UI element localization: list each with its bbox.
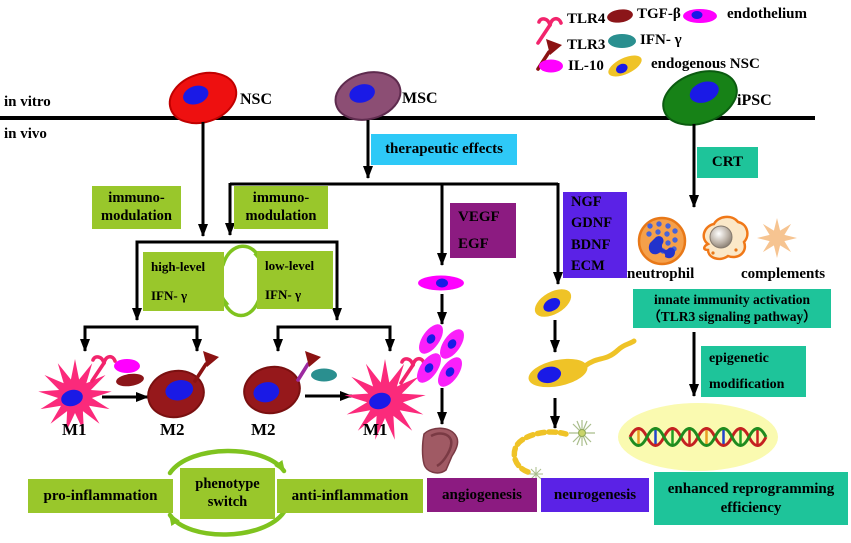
angiogenesis-box: angiogenesis <box>427 478 537 512</box>
m2-left-cell <box>147 369 205 419</box>
ifn-gamma-molecule <box>311 368 337 382</box>
legend-ifn-gamma-label: IFN- γ <box>640 32 682 48</box>
phenotype-cycle-arrow-top <box>167 448 287 476</box>
vegf-egf-box: VEGF EGF <box>450 203 516 258</box>
legend-endothelium-label: endothelium <box>727 6 808 22</box>
complements-label: complements <box>741 266 826 282</box>
split-left-a <box>80 325 141 352</box>
ifn-cycle-arrow-bottom <box>219 294 262 318</box>
tlr3-receptor-m2-left <box>193 349 221 383</box>
epigenetic-modification-box: epigenetic modification <box>701 346 806 397</box>
m1-right-cell <box>344 359 426 440</box>
immuno-modulation-box-2: immuno- modulation <box>234 186 328 229</box>
il10-molecule <box>114 359 140 373</box>
neutrophil-label: neutrophil <box>627 266 695 282</box>
tlr3-receptor-m2-right <box>296 351 321 382</box>
crt-box: CRT <box>697 147 758 178</box>
ifn-bracket-left <box>132 240 202 321</box>
tgf-beta-icon <box>607 9 633 23</box>
ipsc-label: iPSC <box>737 92 772 109</box>
dna-helix <box>618 403 778 471</box>
nsc-cell <box>168 71 238 125</box>
m2-right-cell <box>243 365 301 415</box>
neuron <box>511 420 595 481</box>
ifn-gamma-icon <box>608 34 636 48</box>
m2-right-label: M2 <box>251 420 276 439</box>
complement-cell <box>702 215 749 261</box>
legend-tlr4-label: TLR4 <box>567 11 606 27</box>
endogenous-nsc-cell <box>534 289 572 317</box>
innate-immunity-box: innate immunity activation （TLR3 signali… <box>633 289 831 328</box>
ipsc-cell <box>662 70 738 126</box>
in-vitro-label: in vitro <box>4 94 51 110</box>
high-level-ifn-box: high-level IFN- γ <box>143 252 224 311</box>
msc-label: MSC <box>402 90 438 107</box>
immuno-modulation-box-1: immuno- modulation <box>92 186 181 229</box>
split-right-a <box>273 325 334 352</box>
legend-tgf-beta-label: TGF-β <box>637 6 681 22</box>
m2-left-label: M2 <box>160 420 185 439</box>
neurogenesis-box: neurogenesis <box>541 478 649 512</box>
tgf-beta-molecule <box>116 373 144 387</box>
legend-endogenous-nsc-label: endogenous NSC <box>651 56 760 72</box>
split-left-b <box>141 325 202 352</box>
anti-inflammation-box: anti-inflammation <box>277 479 423 513</box>
flow-arrows <box>80 120 699 429</box>
m1-right-label: M1 <box>363 420 388 439</box>
endothelium-cell <box>418 275 464 291</box>
complement-star-icon <box>757 218 797 258</box>
il10-icon <box>539 59 563 73</box>
m1-left-cell <box>38 359 112 432</box>
neutrophil-cell <box>637 216 687 266</box>
endothelium-icon <box>683 9 717 23</box>
endogenous-nsc-icon <box>608 55 642 77</box>
in-vivo-label: in vivo <box>4 126 47 142</box>
tlr4-icon <box>536 16 563 45</box>
pro-inflammation-box: pro-inflammation <box>28 479 173 513</box>
nsc-label: NSC <box>240 91 273 108</box>
ifn-cycle-arrow-top <box>221 244 263 267</box>
legend-il10-label: IL-10 <box>568 58 604 74</box>
phenotype-switch-box: phenotype switch <box>180 468 275 519</box>
endothelium-cluster <box>417 324 464 387</box>
split-right-b <box>334 325 395 352</box>
m1-left-label: M1 <box>62 420 87 439</box>
ifn-bracket-right <box>202 240 342 321</box>
blood-vessel <box>421 427 459 474</box>
msc-cell <box>334 71 402 121</box>
enhanced-reprogramming-box: enhanced reprogramming efficiency <box>654 472 848 525</box>
therapeutic-effects-box: therapeutic effects <box>371 134 517 165</box>
legend-tlr3-label: TLR3 <box>567 37 606 53</box>
ngf-gdnf-bdnf-ecm-box: NGF GDNF BDNF ECM <box>563 192 627 278</box>
low-level-ifn-box: low-level IFN- γ <box>257 251 333 309</box>
tlr4-receptor-m1-left <box>90 354 117 383</box>
phenotype-cycle-arrow-bottom <box>167 509 287 537</box>
migrating-neuroblast-cell <box>528 338 637 388</box>
